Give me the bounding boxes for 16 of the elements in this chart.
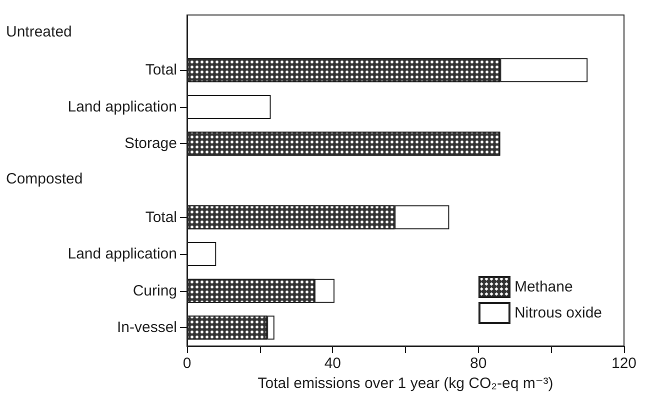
text: Untreated	[6, 23, 72, 40]
legend-label: Methane	[514, 278, 573, 296]
x-tick-label: 40	[324, 355, 342, 372]
y-tick-label: Curing	[132, 282, 177, 300]
x-tick-label: 80	[470, 355, 487, 372]
text: Composted	[6, 170, 83, 188]
y-tick-label: Total	[145, 62, 177, 79]
x-axis-title: Total emissions over 1 year (kg CO₂-eq m⁻³)	[258, 375, 554, 392]
legend-label: Nitrous oxide	[514, 304, 602, 322]
y-tick-label: Storage	[124, 135, 177, 152]
y-tick-label: Land application	[68, 246, 177, 263]
y-tick-label: Land application	[68, 98, 177, 116]
x-tick-label: 120	[611, 355, 637, 372]
y-tick-label: Total	[145, 208, 177, 226]
y-tick-label: In-vessel	[116, 319, 177, 336]
x-tick-label: 0	[182, 355, 192, 372]
